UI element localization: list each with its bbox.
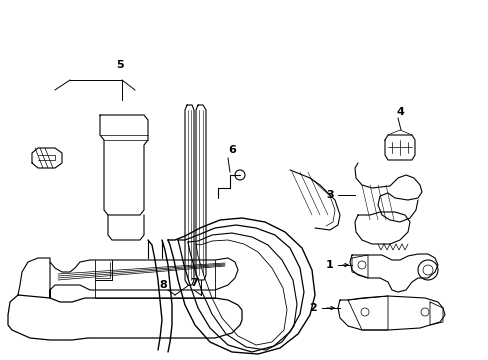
Text: 3: 3 — [325, 190, 333, 200]
Text: 4: 4 — [395, 107, 403, 117]
Text: 8: 8 — [159, 280, 166, 290]
Text: 7: 7 — [190, 278, 198, 288]
Text: 5: 5 — [116, 60, 123, 70]
Text: 2: 2 — [308, 303, 316, 313]
Text: 6: 6 — [227, 145, 235, 155]
Text: 1: 1 — [325, 260, 333, 270]
